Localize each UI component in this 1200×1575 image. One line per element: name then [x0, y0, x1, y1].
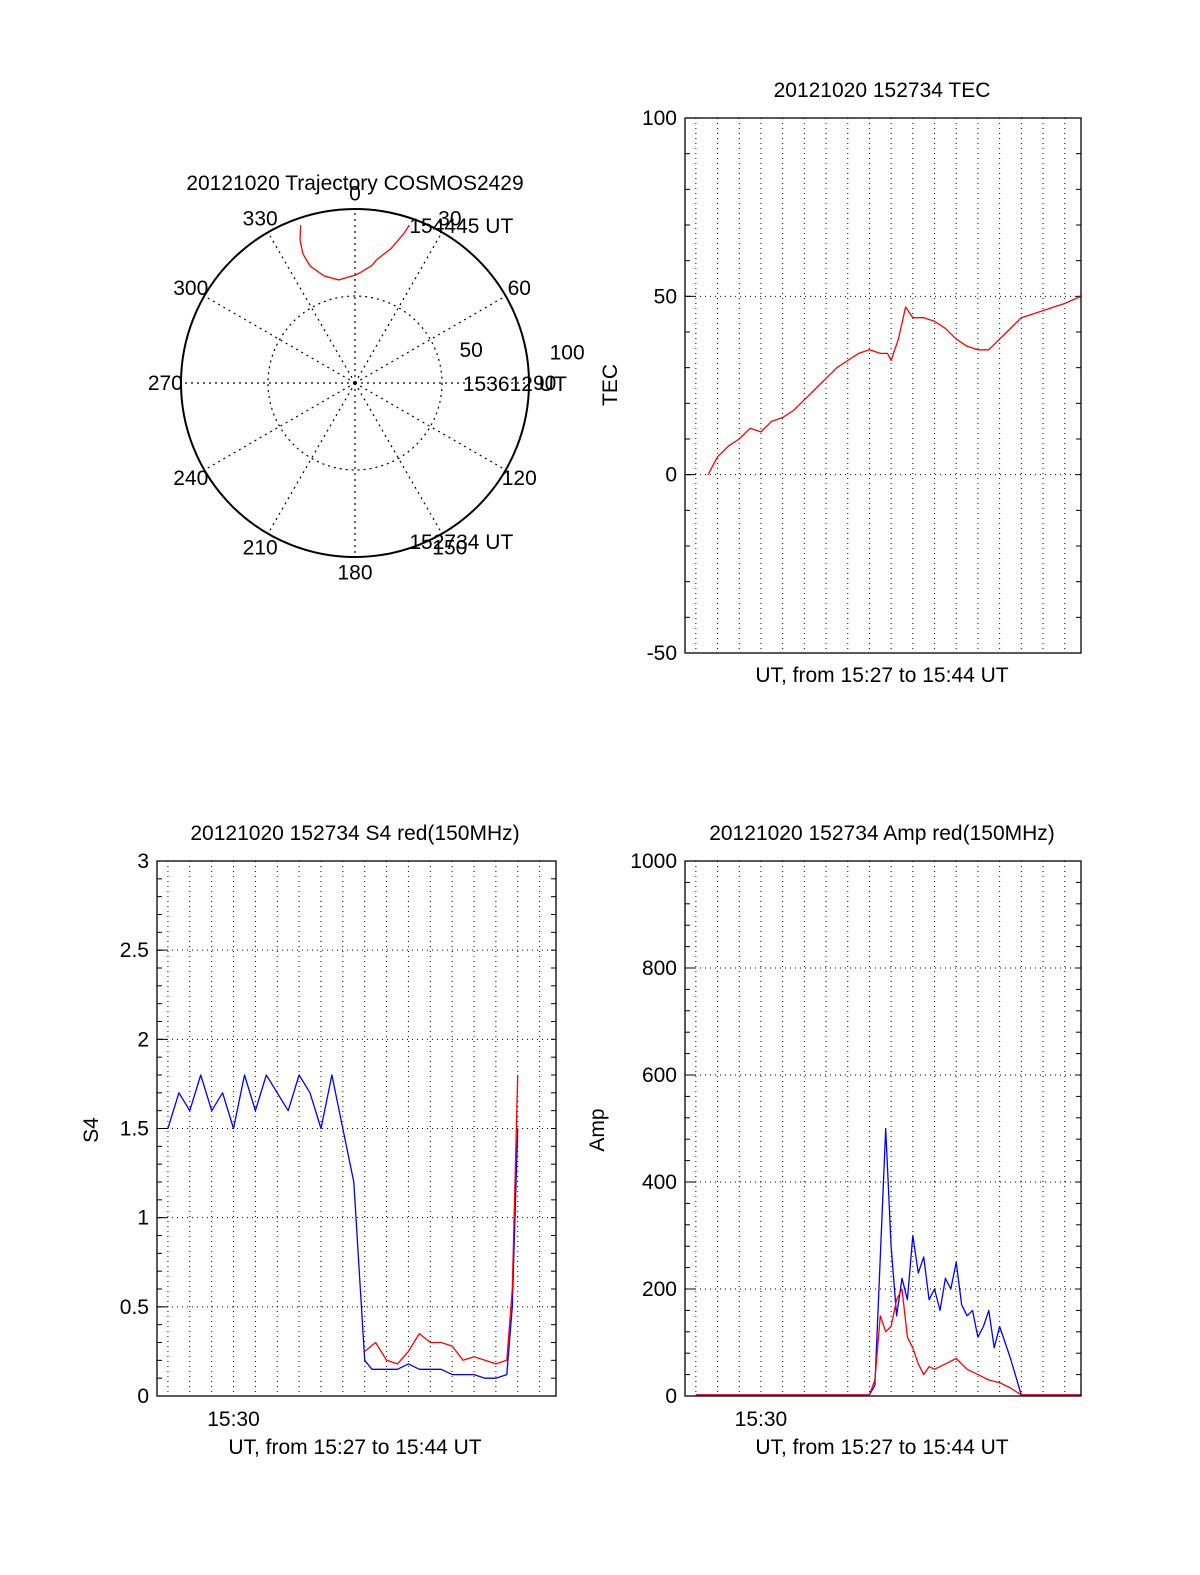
- amp-y-tick-label: 400: [642, 1171, 677, 1194]
- polar-angle-label: 180: [337, 562, 372, 585]
- s4-y-tick-label: 1.5: [120, 1118, 149, 1141]
- s4-y-axis-label: S4: [80, 1117, 103, 1143]
- s4-series-line: [364, 1074, 519, 1365]
- polar-angle-label: 300: [173, 277, 208, 300]
- polar-spoke: [267, 232, 356, 384]
- polar-time-annotation: 152734 UT: [409, 531, 513, 554]
- polar-radial-label: 50: [459, 339, 482, 362]
- tec-y-tick-label: -50: [647, 642, 677, 665]
- s4-y-tick-label: 1: [137, 1207, 149, 1230]
- s4-y-tick-label: 0.5: [120, 1296, 149, 1319]
- s4-y-tick-label: 2: [137, 1028, 149, 1051]
- tec-x-axis-label: UT, from 15:27 to 15:44 UT: [755, 664, 1008, 687]
- amp-y-tick-label: 200: [642, 1278, 677, 1301]
- amp-y-tick-label: 1000: [630, 850, 677, 873]
- amp-x-axis-label: UT, from 15:27 to 15:44 UT: [755, 1436, 1008, 1459]
- polar-angle-label: 0: [349, 182, 361, 205]
- polar-time-annotation: 154445 UT: [409, 215, 513, 238]
- polar-radial-label: 100: [550, 342, 585, 365]
- tec-plot-frame: [684, 117, 1082, 654]
- s4-x-tick-label: 15:30: [207, 1408, 260, 1431]
- amp-series-line: [695, 1288, 1081, 1396]
- polar-spoke: [204, 295, 356, 384]
- polar-angle-label: 90: [533, 372, 556, 395]
- polar-angle-label: 30: [438, 208, 461, 231]
- tec-chart-title: 20121020 152734 TEC: [774, 79, 991, 102]
- amp-plot-frame: [684, 860, 1082, 1397]
- polar-spoke: [354, 382, 506, 471]
- polar-trajectory-panel: 20121020 Trajectory COSMOS2429 0 30 60 90 12…: [148, 172, 585, 585]
- polar-spoke: [354, 232, 443, 384]
- tec-series-line: [707, 295, 1082, 476]
- polar-spoke: [204, 382, 356, 471]
- s4-chart-panel: 20121020 152734 S4 red(150MHz) UT, from …: [80, 822, 557, 1459]
- amp-y-tick-label: 800: [642, 957, 677, 980]
- polar-spoke: [354, 382, 443, 534]
- s4-chart-title: 20121020 152734 S4 red(150MHz): [190, 822, 519, 845]
- polar-chart-title: 20121020 Trajectory COSMOS2429: [186, 172, 523, 195]
- polar-angle-labels: 0 30 60 90 120 150 180 210 240 270 300 330: [148, 182, 557, 584]
- polar-annotations: 154445 UT 153612 UT 152734 UT: [409, 215, 567, 554]
- polar-inner-circle: [267, 295, 443, 471]
- polar-spoke: [267, 382, 356, 534]
- tec-y-tick-label: 50: [654, 285, 677, 308]
- polar-angle-label: 60: [508, 277, 531, 300]
- polar-trajectory-line: [299, 224, 410, 281]
- amp-chart-panel: 20121020 152734 Amp red(150MHz) UT, from…: [586, 822, 1082, 1459]
- polar-grid: [180, 208, 530, 558]
- polar-trajectory-series: [299, 224, 410, 281]
- s4-y-tick-label: 0: [137, 1385, 149, 1408]
- polar-angle-label: 120: [502, 467, 537, 490]
- s4-series-line: [167, 1074, 519, 1379]
- amp-x-tick-label: 15:30: [735, 1408, 788, 1431]
- amp-y-tick-label: 0: [665, 1385, 677, 1408]
- s4-x-axis-label: UT, from 15:27 to 15:44 UT: [228, 1436, 481, 1459]
- amp-y-axis-label: Amp: [586, 1108, 609, 1151]
- polar-angle-label: 210: [243, 536, 278, 559]
- tec-y-tick-label: 0: [665, 464, 677, 487]
- polar-angle-label: 240: [173, 467, 208, 490]
- polar-outer-circle: [180, 208, 530, 558]
- tec-y-tick-label: 100: [642, 107, 677, 130]
- tec-y-axis-label: TEC: [599, 364, 622, 406]
- s4-y-tick-label: 3: [137, 850, 149, 873]
- polar-angle-label: 270: [148, 372, 183, 395]
- polar-time-annotation: 153612 UT: [463, 373, 567, 396]
- amp-series-line: [695, 1127, 1081, 1396]
- polar-radial-labels: 50 100: [459, 339, 584, 365]
- s4-plot-frame: [156, 860, 557, 1397]
- amp-chart-title: 20121020 152734 Amp red(150MHz): [709, 822, 1055, 845]
- polar-spoke: [354, 295, 506, 384]
- amp-y-tick-label: 600: [642, 1064, 677, 1087]
- s4-y-tick-label: 2.5: [120, 939, 149, 962]
- polar-angle-label: 330: [243, 208, 278, 231]
- tec-chart-panel: 20121020 152734 TEC UT, from 15:27 to 15…: [599, 79, 1082, 687]
- polar-angle-label: 150: [432, 536, 467, 559]
